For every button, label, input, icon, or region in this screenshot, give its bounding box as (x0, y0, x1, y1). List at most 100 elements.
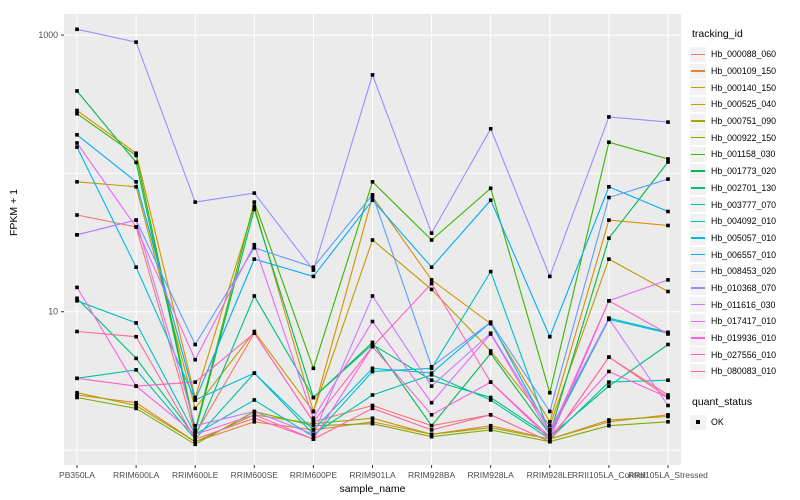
legend-key (690, 363, 706, 379)
data-point (134, 406, 138, 411)
data-point (311, 421, 316, 426)
data-point (488, 127, 493, 131)
data-point (252, 294, 257, 298)
series-color-swatch (691, 370, 705, 373)
data-point (75, 393, 79, 397)
data-point (252, 242, 257, 247)
legend-label: OK (711, 417, 724, 428)
legend-label: Hb_008453_020 (711, 266, 777, 277)
data-point (370, 193, 375, 197)
data-point (488, 423, 493, 428)
series-color-swatch (691, 287, 705, 289)
data-point (488, 398, 493, 402)
data-point (666, 414, 670, 419)
data-point (134, 151, 138, 155)
x-tick-label: RRIM600LA (113, 470, 160, 480)
data-point (252, 416, 257, 420)
data-point (548, 437, 552, 441)
data-point (548, 420, 552, 424)
data-point (134, 384, 138, 388)
legend-entry-ok: OK (690, 414, 800, 431)
legend-entry: Hb_011616_030 (690, 296, 800, 313)
legend-entry: Hb_008453_020 (690, 263, 800, 280)
data-point (370, 319, 375, 324)
data-point (252, 331, 257, 335)
data-point (607, 418, 611, 422)
data-point (252, 371, 257, 375)
legend-key (690, 46, 706, 62)
data-point (134, 180, 138, 184)
legend-key (690, 280, 706, 296)
series-color-swatch (691, 187, 705, 189)
data-point (252, 409, 257, 414)
data-point (548, 432, 552, 437)
legend-key (690, 230, 706, 246)
data-point (666, 395, 670, 400)
data-point (548, 390, 552, 395)
data-point (548, 428, 552, 432)
x-tick-label: RRII105LA_Control (572, 470, 646, 480)
data-point (311, 265, 316, 269)
data-point (607, 316, 611, 321)
data-point (607, 369, 611, 374)
data-point (488, 332, 493, 336)
legend-entry: Hb_080083_010 (690, 363, 800, 380)
series-color-swatch (691, 153, 705, 156)
legend-label: Hb_000140_150 (711, 82, 777, 93)
data-point (548, 334, 552, 339)
data-point (193, 200, 197, 204)
data-point (370, 344, 375, 349)
data-point (134, 368, 138, 372)
data-point (134, 334, 138, 339)
data-point (370, 421, 375, 426)
legend-label: Hb_006557_010 (711, 249, 777, 260)
legend-key (690, 330, 706, 346)
data-point (75, 233, 79, 237)
legend-label: Hb_027556_010 (711, 349, 777, 360)
x-tick-label: RRII105LA_Stressed (628, 470, 708, 480)
data-point (193, 430, 197, 434)
data-point (429, 434, 434, 439)
data-point (548, 423, 552, 428)
series-color-swatch (691, 203, 705, 206)
legend-entry: Hb_000751_090 (690, 113, 800, 130)
legend-entry: Hb_003777_070 (690, 196, 800, 213)
data-point (488, 349, 493, 353)
legend-label: Hb_011616_030 (711, 299, 776, 310)
legend-title-tracking-id: tracking_id (692, 28, 743, 40)
data-point (75, 180, 79, 184)
data-point (134, 218, 138, 222)
data-point (370, 393, 375, 397)
data-point (370, 238, 375, 242)
data-point (370, 366, 375, 371)
series-color-swatch (691, 103, 705, 106)
data-point (252, 191, 257, 195)
data-point (666, 403, 670, 408)
legend-key (690, 297, 706, 313)
data-point (75, 390, 79, 395)
y-tick-label: 10 (48, 307, 58, 317)
data-point (75, 285, 79, 290)
data-point (666, 120, 670, 124)
legend-label: Hb_019936_010 (711, 333, 777, 344)
legend-label: Hb_010368_070 (711, 282, 777, 293)
x-tick-label: RRIM928LE (527, 470, 574, 480)
data-point (311, 268, 316, 272)
data-point (134, 321, 138, 325)
data-point (134, 153, 138, 158)
legend-entry: Hb_000109_150 (690, 63, 800, 80)
data-point (370, 294, 375, 298)
legend: tracking_id Hb_000088_060 Hb_000109_150 Hb… (690, 28, 800, 430)
data-point (666, 177, 670, 181)
data-point (252, 257, 257, 261)
legend-label: Hb_080083_010 (711, 366, 777, 377)
data-point (429, 423, 434, 428)
data-point (252, 413, 257, 417)
data-point (75, 27, 79, 32)
data-point (252, 207, 257, 212)
legend-label: Hb_004092_010 (711, 216, 777, 227)
data-point (134, 40, 138, 44)
data-point (607, 218, 611, 222)
data-point (607, 355, 611, 359)
data-point (75, 376, 79, 381)
